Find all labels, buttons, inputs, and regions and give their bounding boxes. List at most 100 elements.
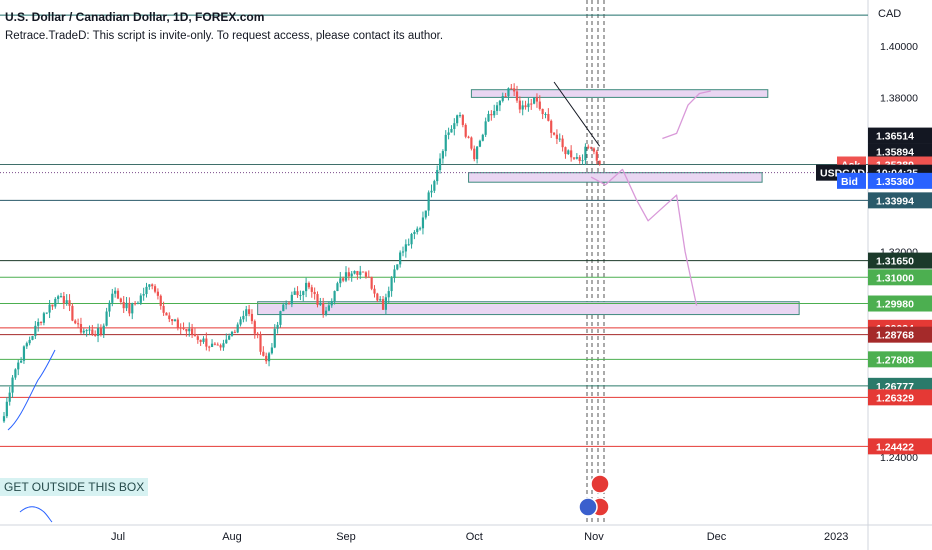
- candle-body: [193, 334, 197, 337]
- candles: [2, 83, 601, 423]
- candle-body: [430, 190, 433, 193]
- drawings: [7, 81, 711, 523]
- candle-body: [441, 151, 444, 159]
- candle-body: [396, 264, 399, 270]
- x-tick-label: Nov: [584, 531, 604, 543]
- candle-body: [85, 330, 88, 332]
- price-line-tag-label: 1.28768: [876, 330, 914, 342]
- candle-body: [250, 313, 254, 322]
- candle-body: [584, 146, 587, 161]
- candle-body: [470, 137, 473, 149]
- candle-body: [484, 121, 487, 135]
- candle-body: [416, 228, 419, 233]
- candle-body: [433, 181, 436, 191]
- candle-body: [267, 353, 271, 362]
- candle-body: [245, 309, 248, 316]
- candle-body: [359, 271, 362, 275]
- candle-body: [156, 291, 159, 296]
- price-tag-label: 1.36514: [876, 131, 914, 143]
- candle-body: [79, 324, 83, 333]
- x-tick-label: Dec: [707, 531, 727, 543]
- candle-body: [581, 160, 584, 162]
- candle-body: [410, 234, 413, 245]
- candle-body: [119, 298, 122, 302]
- time-axis: Jul Aug Sep Oct Nov Dec 2023: [111, 531, 848, 543]
- candle-body: [176, 319, 179, 328]
- candle-body: [248, 309, 251, 314]
- price-line-tag: [868, 295, 932, 312]
- candle-body: [77, 323, 80, 325]
- candle-body: [370, 276, 373, 289]
- candle-body: [265, 355, 268, 362]
- candle-body: [339, 278, 342, 284]
- supply-demand-zones: [257, 89, 800, 316]
- candle-body: [296, 291, 299, 296]
- candle-body: [399, 252, 402, 265]
- price-line-tag: [868, 389, 932, 406]
- currency-label: CAD: [878, 8, 902, 20]
- candle-body: [362, 271, 365, 273]
- candle-body: [22, 346, 26, 361]
- candle-body: [424, 210, 427, 218]
- candle-body: [421, 217, 425, 229]
- candle-body: [407, 244, 410, 246]
- candle-body: [493, 110, 496, 116]
- candle-body: [148, 284, 151, 287]
- price-line-tag-label: 1.31650: [876, 256, 914, 268]
- x-tick-label: Jul: [111, 531, 125, 543]
- price-zone: [257, 301, 800, 316]
- candle-body: [558, 138, 561, 140]
- candle-body: [239, 319, 242, 325]
- candle-body: [14, 369, 17, 378]
- candle-body: [216, 344, 219, 346]
- candle-body: [11, 377, 14, 393]
- candle-body: [230, 331, 234, 336]
- candle-body: [74, 320, 77, 324]
- candle-body: [253, 321, 256, 334]
- candle-body: [208, 346, 211, 348]
- candle-body: [490, 113, 493, 116]
- candle-body: [567, 150, 570, 155]
- price-tag: [868, 172, 932, 189]
- x-tick-label: Sep: [336, 531, 356, 543]
- candle-body: [302, 291, 305, 296]
- candle-body: [356, 270, 359, 275]
- candle-body: [270, 347, 273, 354]
- candle-body: [62, 296, 65, 304]
- candle-body: [131, 303, 134, 314]
- candle-body: [336, 283, 339, 292]
- candle-body: [145, 286, 148, 295]
- symbol-title[interactable]: U.S. Dollar / Canadian Dollar, 1D, FOREX…: [5, 10, 265, 24]
- candle-body: [495, 105, 499, 111]
- candle-body: [282, 304, 285, 312]
- candle-body: [533, 97, 536, 104]
- price-tag-label: 1.35894: [876, 147, 914, 159]
- candle-body: [293, 291, 296, 295]
- candle-body: [501, 96, 504, 101]
- candle-body: [333, 291, 336, 302]
- candle-body: [91, 329, 94, 335]
- candle-body: [151, 284, 154, 287]
- candle-body: [111, 293, 114, 303]
- candle-body: [507, 88, 510, 97]
- candle-body: [384, 297, 387, 310]
- candle-body: [322, 303, 325, 315]
- candle-body: [381, 299, 385, 310]
- candle-body: [456, 115, 459, 124]
- price-line-tag: [868, 326, 932, 343]
- candle-body: [108, 302, 111, 312]
- candle-body: [205, 338, 208, 347]
- candle-body: [54, 298, 57, 307]
- candle-body: [34, 325, 37, 337]
- candle-body: [367, 276, 370, 278]
- box-annotation[interactable]: GET OUTSIDE THIS BOX: [0, 478, 149, 496]
- candle-body: [513, 88, 516, 92]
- candle-body: [518, 100, 521, 110]
- forecast-path: [590, 168, 698, 306]
- candle-body: [51, 304, 54, 307]
- indicator-note: Retrace.TradeD: This script is invite-on…: [5, 30, 444, 42]
- candle-body: [45, 312, 48, 314]
- candle-body: [153, 286, 157, 292]
- candle-body: [319, 303, 322, 305]
